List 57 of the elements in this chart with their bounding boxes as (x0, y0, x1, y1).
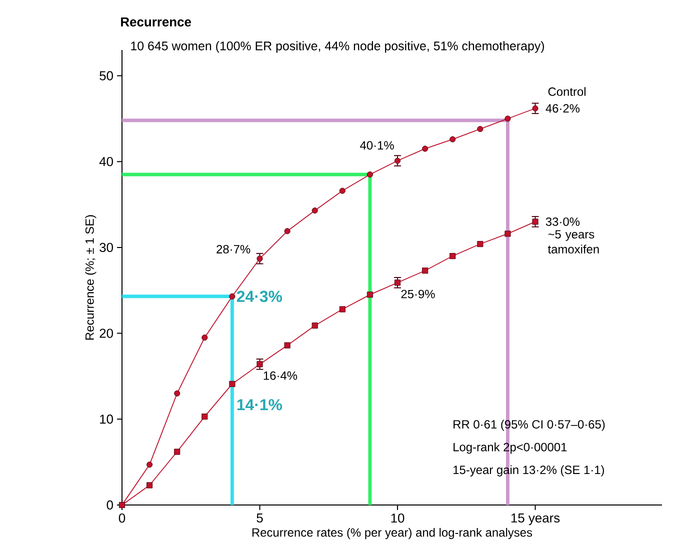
point (202, 414, 208, 420)
y-tick-label: 30 (100, 242, 113, 252)
annotation: 46·2% (546, 104, 580, 113)
point (146, 462, 153, 468)
point (284, 228, 290, 234)
point (174, 448, 180, 455)
point (450, 136, 456, 142)
y-axis-title: Recurrence (%; ± 1 SE) (85, 215, 96, 340)
x-axis-title: Recurrence rates (% per year) and log-rank analyses (252, 528, 532, 540)
point (422, 268, 428, 274)
point (256, 256, 263, 262)
point (339, 306, 346, 312)
annotation: Log-rank 2p<0·00001 (454, 442, 567, 454)
point (366, 292, 373, 298)
point (284, 342, 290, 348)
point (174, 390, 180, 396)
y-tick-label: 40 (99, 157, 113, 166)
point (146, 482, 153, 488)
point (477, 240, 484, 248)
point (312, 207, 318, 214)
point (202, 334, 208, 341)
series-label: ~5 years tamoxifen (548, 230, 599, 254)
point (532, 218, 538, 225)
point (312, 322, 318, 329)
point (394, 280, 401, 286)
annotation: 15-year gain 13·2% (SE 1·1) (454, 465, 604, 476)
annotation: 40·1% (360, 141, 394, 150)
annotation: RR 0·61 (95% CI 0·57–0·65) (454, 420, 605, 431)
x-tick-label: 5 (256, 514, 263, 523)
chart-title: Recurrence (121, 17, 192, 27)
annotation: 14·1% (237, 399, 282, 410)
annotation: 33·0% (546, 217, 580, 226)
point (450, 252, 456, 260)
annotation: 25·9% (401, 290, 435, 298)
point (394, 158, 401, 164)
point (339, 188, 346, 194)
series-label: Control (548, 87, 586, 96)
annotation: 28·7% (216, 244, 250, 254)
annotation: 16·4% (264, 371, 298, 380)
point (477, 126, 484, 132)
point (422, 146, 428, 152)
x-tick-label: 0 (118, 513, 126, 523)
point (532, 105, 538, 112)
y-tick-label: 20 (100, 328, 113, 338)
point (256, 361, 263, 368)
point (229, 293, 236, 300)
y-tick-label: 10 (100, 414, 113, 424)
point (366, 171, 373, 178)
y-tick-label: 0 (106, 500, 113, 510)
x-tick-label: 10 (391, 513, 404, 523)
x-tick-label: 15 years (511, 514, 560, 526)
chart-subtitle: 10 645 women (100% ER positive, 44% node positive, 51% chemotherapy) (131, 41, 544, 53)
annotation: 24·3% (236, 290, 282, 302)
y-tick-label: 50 (100, 71, 113, 80)
point (504, 116, 511, 122)
point (504, 230, 511, 237)
point (229, 380, 236, 387)
